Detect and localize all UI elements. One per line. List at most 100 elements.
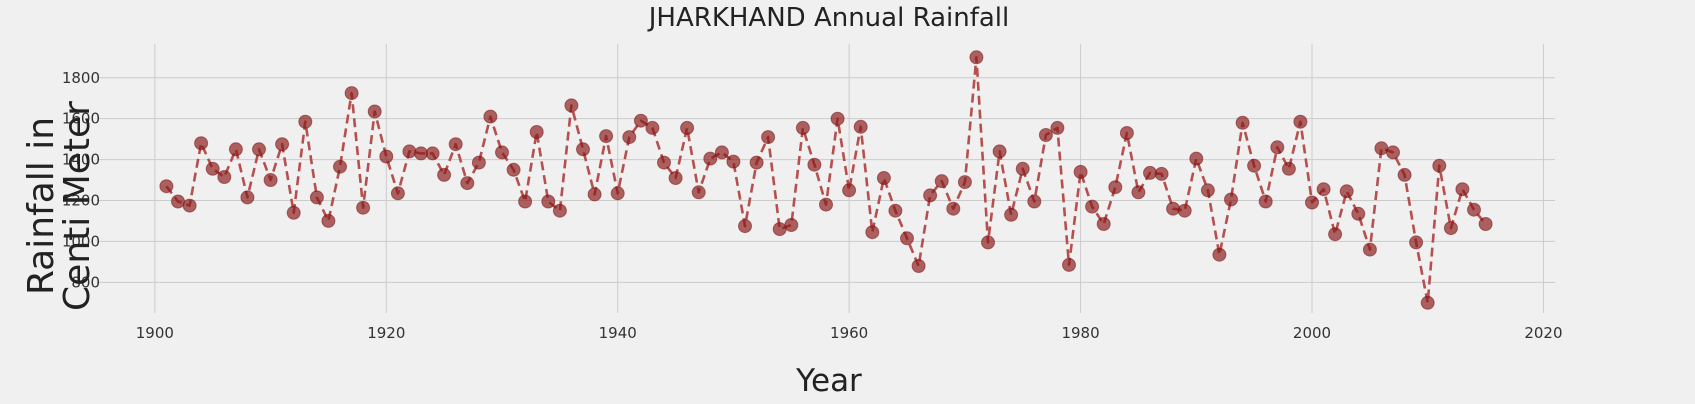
data-point [1432, 158, 1447, 173]
data-point [599, 129, 614, 144]
x-axis-label: Year [795, 363, 862, 399]
y-tick-label: 1600 [62, 110, 100, 128]
data-point [1189, 151, 1204, 166]
data-point [1154, 166, 1169, 181]
data-point [1166, 201, 1181, 216]
y-axis-label-line-1: Rainfall in [21, 117, 62, 295]
data-point [1339, 184, 1354, 199]
chart-title: JHARKHAND Annual Rainfall [647, 3, 1010, 33]
data-point [333, 159, 347, 174]
data-point [1362, 242, 1377, 257]
data-point [217, 170, 232, 184]
data-point [263, 173, 278, 187]
data-point [911, 259, 926, 273]
data-point [1235, 115, 1250, 130]
data-point [1038, 128, 1053, 142]
data-point [738, 219, 752, 234]
y-tick-label: 1400 [62, 151, 100, 169]
data-point [171, 194, 185, 209]
data-point [691, 185, 706, 200]
data-point [576, 142, 590, 157]
data-point [807, 157, 822, 172]
data-point [1281, 161, 1296, 176]
data-point [946, 201, 961, 216]
data-point [390, 186, 405, 201]
data-point [414, 146, 428, 161]
data-point [726, 154, 741, 169]
data-point [1443, 221, 1458, 236]
data-point [529, 125, 544, 139]
data-point [1085, 199, 1100, 214]
data-point [379, 149, 394, 164]
data-point [1293, 114, 1308, 129]
data-point [1062, 257, 1076, 272]
data-point [437, 167, 452, 182]
data-point [1200, 183, 1215, 198]
y-tick-label: 1000 [62, 232, 100, 250]
y-axis-label-line-2: Centi Meter [57, 101, 98, 311]
data-point [506, 162, 521, 177]
data-point [657, 155, 671, 170]
data-point [1374, 141, 1389, 156]
data-point [564, 98, 579, 113]
data-point [749, 155, 764, 170]
data-point [1247, 158, 1262, 173]
data-point [460, 176, 475, 191]
data-point [772, 222, 787, 237]
data-point [356, 200, 371, 215]
data-point [969, 50, 984, 65]
data-point [1467, 202, 1481, 217]
y-axis-ticks: 800 1000 1200 1400 1600 1800 [62, 69, 100, 292]
data-point [1004, 207, 1019, 222]
x-tick-label: 1980 [1061, 324, 1099, 342]
data-point [761, 130, 776, 145]
series-markers [159, 50, 1493, 310]
data-point [981, 235, 995, 250]
data-point [1015, 161, 1030, 176]
data-point [645, 120, 660, 135]
data-point [275, 137, 290, 152]
data-point [1073, 164, 1088, 179]
y-tick-label: 1200 [62, 191, 100, 209]
data-point [1108, 180, 1123, 195]
data-point [714, 145, 729, 160]
data-point [1143, 165, 1157, 180]
data-point [1420, 295, 1435, 310]
data-point [703, 151, 718, 166]
x-axis-ticks: 1900 1920 1940 1960 1980 2000 2020 [136, 324, 1563, 342]
data-point [402, 144, 417, 159]
data-point [1316, 182, 1331, 197]
data-point [1258, 194, 1273, 209]
data-point [483, 109, 498, 124]
data-point [1050, 120, 1065, 135]
data-point [367, 104, 382, 119]
data-point [518, 194, 533, 209]
y-axis-label: Rainfall in Centi Meter [21, 101, 98, 311]
x-tick-label: 1960 [830, 324, 868, 342]
data-point [992, 144, 1007, 159]
data-point [228, 142, 243, 157]
y-tick-label: 1800 [62, 69, 100, 87]
x-tick-label: 1900 [136, 324, 174, 342]
data-point [159, 179, 174, 194]
data-point [321, 213, 336, 228]
x-tick-label: 1940 [599, 324, 637, 342]
data-point [680, 120, 695, 135]
data-point [541, 194, 556, 209]
data-point [182, 198, 197, 213]
data-point [309, 190, 324, 205]
data-point [298, 114, 313, 129]
y-tick-label: 800 [71, 273, 100, 291]
data-point [240, 190, 255, 205]
data-point [610, 186, 625, 201]
data-point [1386, 145, 1400, 160]
data-point [1224, 192, 1238, 207]
data-point [471, 155, 486, 170]
data-point [668, 171, 683, 185]
data-point [1305, 195, 1319, 210]
data-point [552, 203, 567, 218]
x-tick-label: 1920 [367, 324, 405, 342]
data-point [252, 142, 266, 157]
data-point [194, 136, 209, 151]
data-point [1119, 126, 1134, 140]
